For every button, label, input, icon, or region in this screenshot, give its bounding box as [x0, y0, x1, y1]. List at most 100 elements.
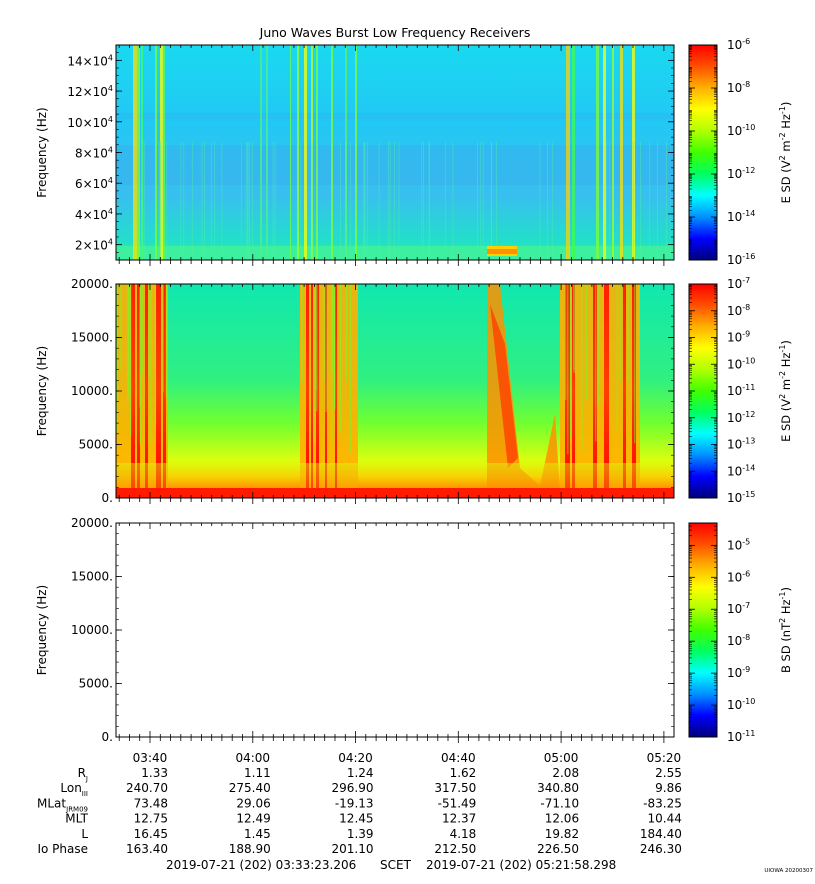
ephemeris-row: RJ 1.33 1.11 1.24 1.62 2.08 2.55 — [78, 766, 682, 783]
ephemeris-value: 1.11 — [244, 766, 271, 780]
fine-streak — [349, 141, 351, 261]
fine-streak — [490, 141, 492, 261]
ephemeris-value: 1.62 — [450, 766, 477, 780]
fine-streak — [551, 141, 553, 261]
burst-streak — [331, 45, 333, 260]
fine-streak — [312, 141, 313, 261]
time-tick-label: 03:40 — [133, 751, 168, 765]
y-axis-label: Frequency (Hz) — [35, 346, 49, 437]
burst-streak — [163, 45, 165, 260]
colorbar-tick-label: 10-12 — [727, 410, 755, 425]
burst-streak — [266, 45, 268, 260]
burst-streak — [137, 45, 140, 260]
colorbar-label: B SD (nT2 Hz-1) — [778, 587, 793, 673]
burst-region — [300, 284, 358, 498]
ephemeris-value: 317.50 — [434, 781, 476, 795]
fine-streak — [367, 141, 369, 261]
lowfreq-red-band — [116, 488, 674, 498]
fine-streak — [398, 141, 400, 261]
burst-streak — [572, 45, 575, 260]
fine-streak — [363, 141, 365, 261]
colorbar-tick-label: 10-6 — [727, 37, 750, 52]
colorbar-tick-label: 10-8 — [727, 303, 750, 318]
fine-streak — [201, 141, 203, 261]
burst-streak — [316, 45, 318, 260]
fine-streak — [428, 141, 430, 261]
burst-streak — [128, 284, 130, 395]
ephemeris-value: 1.24 — [347, 766, 374, 780]
y-tick-label: 10×104 — [67, 115, 113, 130]
burst-streak — [334, 284, 336, 410]
ephemeris-row: L 16.45 1.45 1.39 4.18 19.82 184.40 — [81, 827, 682, 841]
colorbar-3: 10-5 10-6 10-7 10-8 10-9 10-10 10-11 B SD (nT2 … — [688, 522, 793, 744]
ephemeris-value: 12.45 — [339, 812, 373, 826]
burst-streak — [301, 284, 303, 383]
colorbar-ramp — [688, 44, 718, 261]
ephemeris-value: 1.45 — [244, 827, 271, 841]
footer-scet-label: SCET — [380, 858, 412, 872]
time-tick-label: 05:20 — [647, 751, 682, 765]
y-tick-label: 2×104 — [75, 238, 113, 253]
fine-streak — [606, 141, 608, 261]
fine-streak — [346, 141, 347, 261]
ephemeris-label: LonIII — [60, 781, 88, 798]
fine-streak — [423, 141, 424, 261]
burst-streak — [297, 45, 299, 260]
fine-streak — [311, 141, 313, 261]
colorbar-tick-label: 10-7 — [727, 601, 750, 616]
fine-streak — [496, 141, 497, 261]
y-tick-label: 0. — [102, 491, 113, 505]
burst-core — [131, 284, 135, 498]
colorbar-tick-label: 10-13 — [727, 437, 755, 452]
ephemeris-row: MLatJRM09 73.48 29.06 -19.13 -51.49 -71.10 -83… — [37, 796, 682, 813]
y-tick-label: 10000. — [71, 384, 113, 398]
burst-streak — [162, 284, 164, 393]
ephemeris-value: 340.80 — [537, 781, 579, 795]
y-tick-label: 10000. — [71, 623, 113, 637]
colorbar-tick-label: 10-16 — [727, 252, 755, 267]
footer-end-time: 2019-07-21 (202) 05:21:58.298 — [426, 858, 616, 872]
fine-streak — [609, 141, 611, 261]
time-axis: 03:40 04:00 04:20 04:40 05:00 05:20 — [133, 751, 681, 765]
panel-1-band — [116, 113, 674, 119]
fine-streak — [211, 141, 212, 261]
burst-streak — [304, 45, 307, 260]
burst-core — [311, 284, 313, 498]
burst-streak — [595, 284, 597, 442]
colorbar-label: E SD (V2 m-2 Hz-1) — [778, 340, 793, 442]
burst-streak — [141, 284, 143, 375]
burst-streak — [598, 284, 600, 406]
ephemeris-table: RJ 1.33 1.11 1.24 1.62 2.08 2.55 LonIII 240.70 27… — [37, 766, 682, 856]
colorbar-tick-label: 10-6 — [727, 569, 750, 584]
ephemeris-value: 240.70 — [126, 781, 168, 795]
colorbar-tick-label: 10-9 — [727, 330, 750, 345]
burst-streak — [567, 284, 569, 455]
fine-streak — [247, 141, 249, 261]
ephemeris-row: Io Phase 163.40 188.90 201.10 212.50 226.50 24… — [37, 842, 681, 856]
lowfreq-yellow-band — [116, 463, 674, 488]
y-tick-label: 15000. — [71, 570, 113, 584]
burst-core — [316, 284, 319, 498]
ephemeris-value: -83.25 — [643, 796, 682, 810]
fine-streak — [632, 141, 634, 261]
y-axis-label: Frequency (Hz) — [35, 107, 49, 198]
y-tick-label: 14×104 — [67, 53, 113, 68]
fine-streak — [300, 141, 302, 261]
burst-streak — [627, 284, 629, 383]
ephemeris-value: 275.40 — [229, 781, 271, 795]
colorbar-tick-label: 10-8 — [727, 80, 750, 95]
ephemeris-row: MLT 12.75 12.49 12.45 12.37 12.06 10.44 — [65, 812, 682, 826]
burst-streak — [316, 284, 318, 412]
fine-streak — [394, 141, 395, 261]
colorbar-tick-label: 10-11 — [727, 729, 755, 744]
fine-streak — [640, 141, 641, 261]
burst-streak — [141, 45, 143, 260]
fine-streak — [480, 141, 482, 261]
ephemeris-value: 73.48 — [134, 796, 168, 810]
ephemeris-value: 12.49 — [236, 812, 270, 826]
fine-streak — [345, 141, 346, 261]
burst-streak — [160, 45, 163, 260]
burst-streak — [331, 284, 333, 441]
panels-group: 2×104 4×104 6×104 8×104 10×104 12×104 14×104 Fr… — [35, 44, 675, 744]
burst-streak — [565, 284, 567, 400]
